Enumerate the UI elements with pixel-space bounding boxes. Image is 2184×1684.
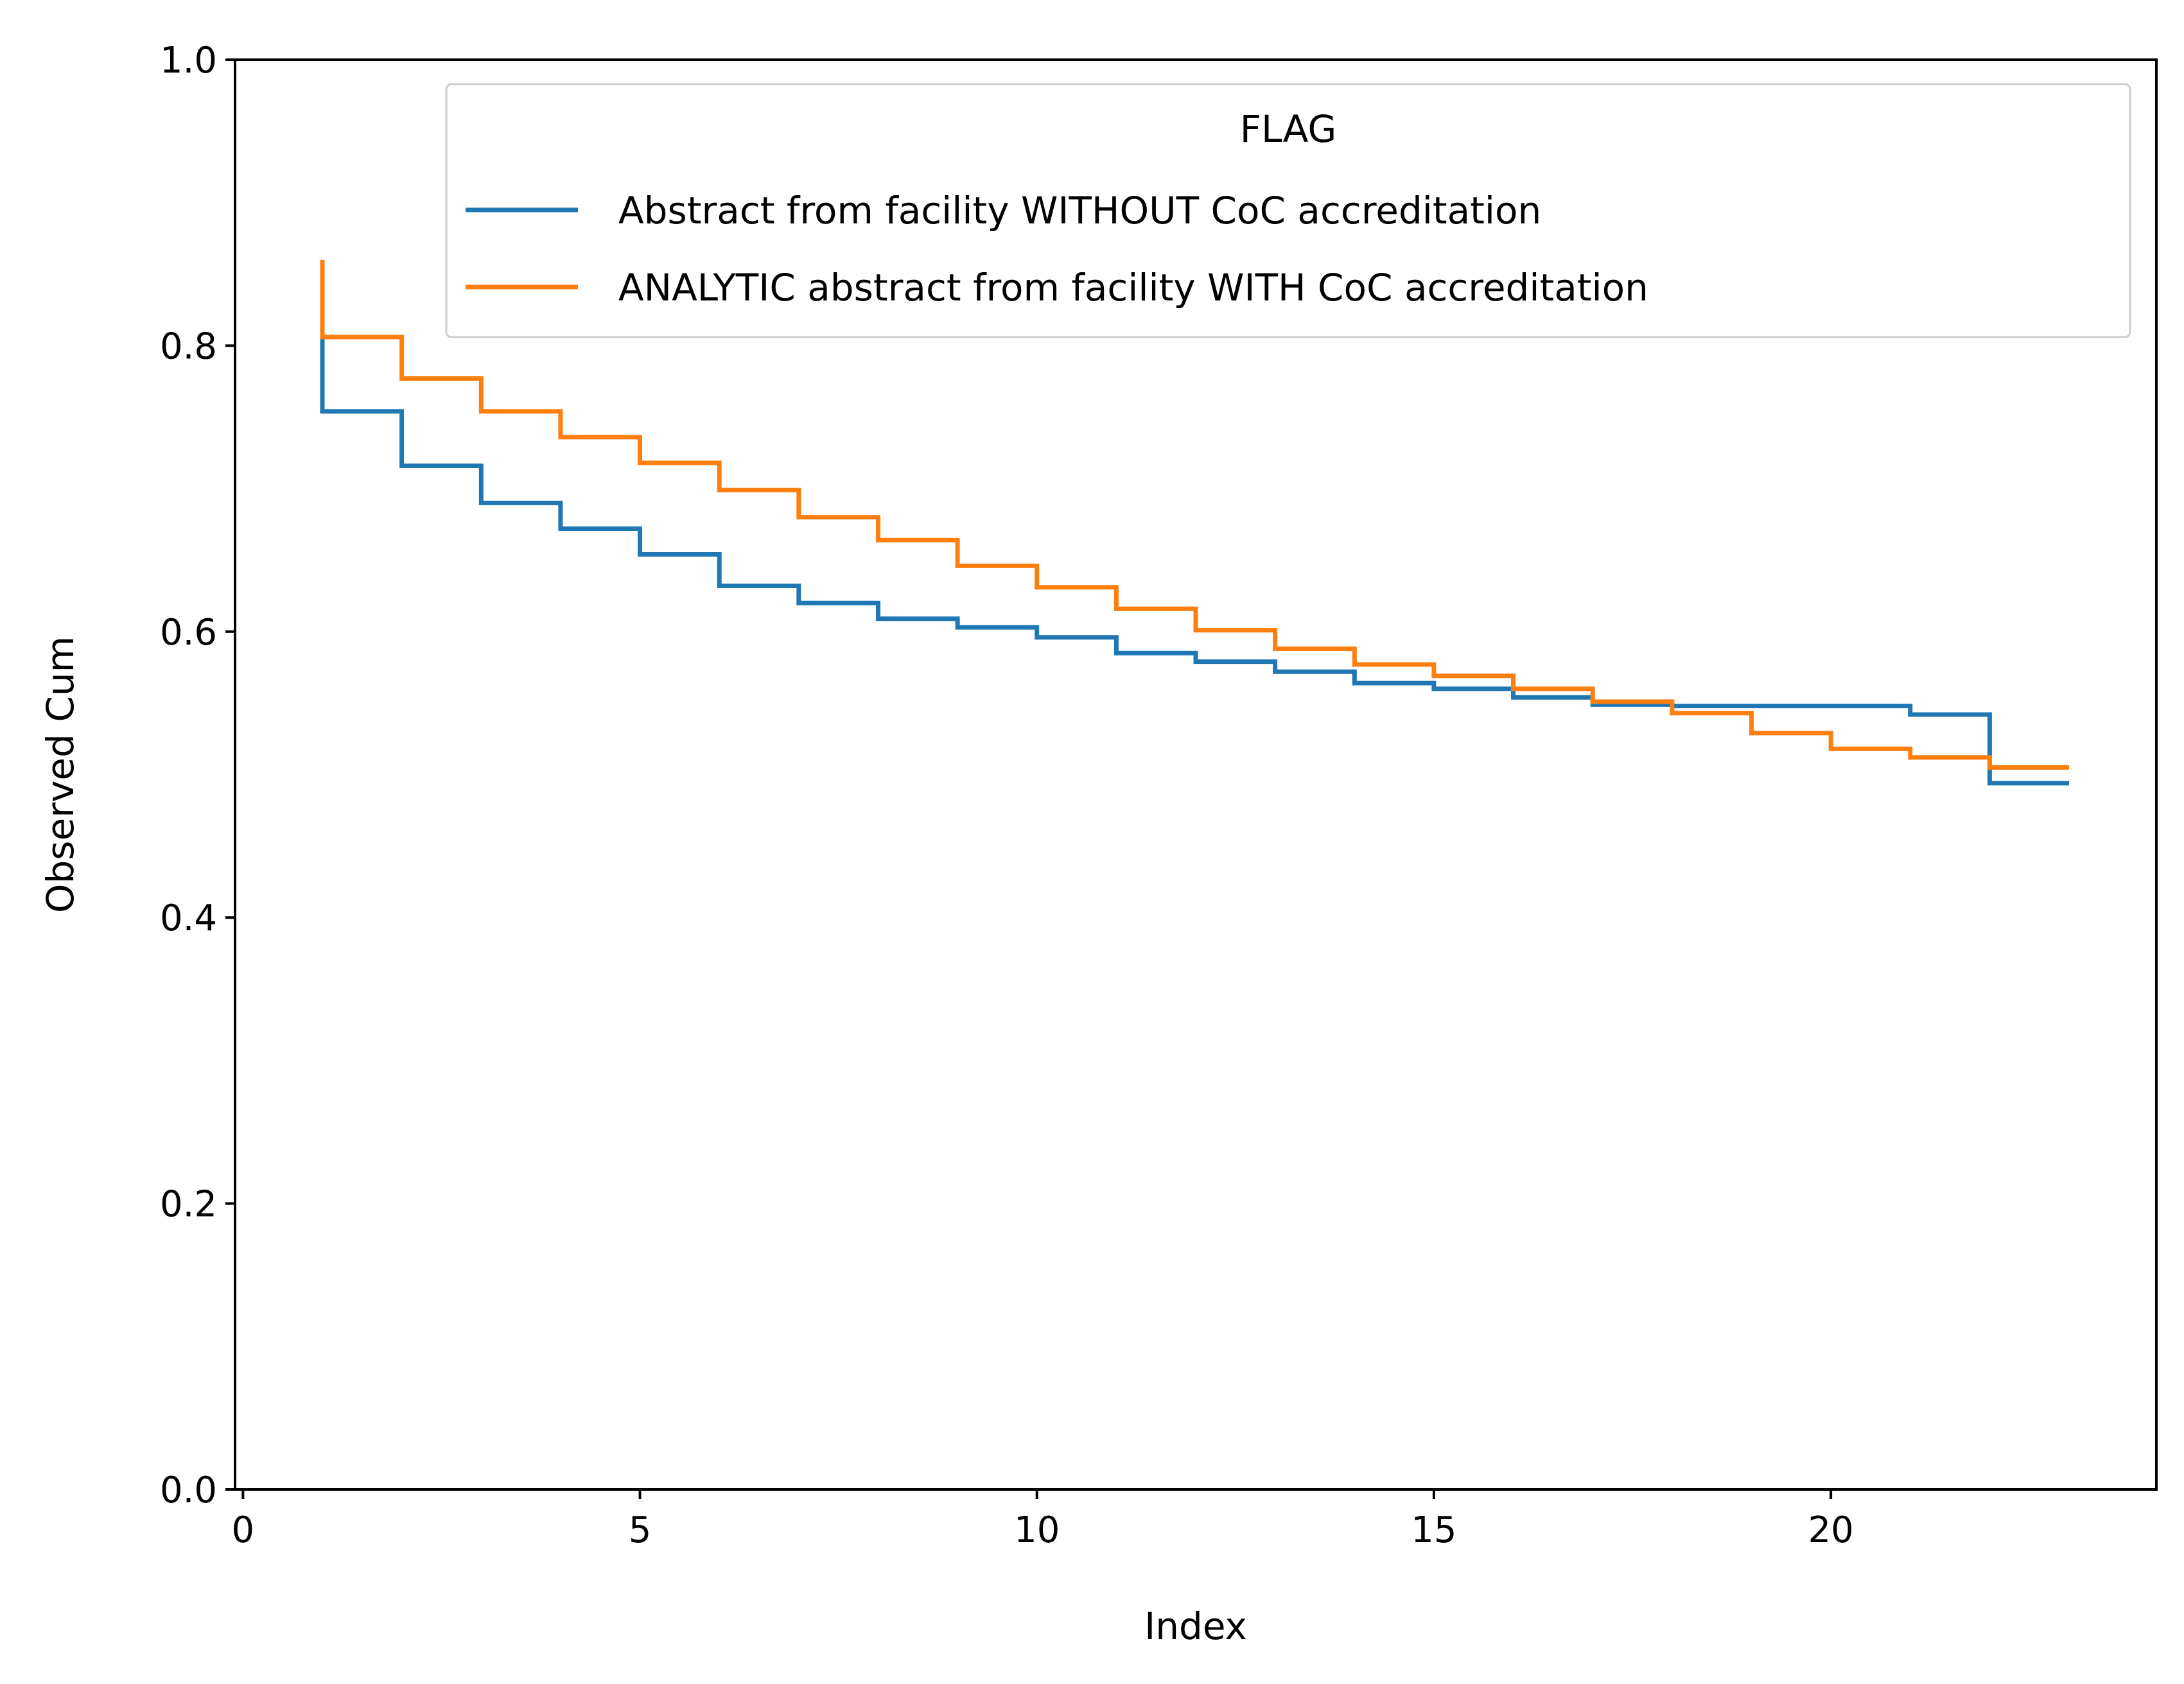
y-tick-label: 0.4	[160, 898, 217, 939]
x-tick-label: 5	[629, 1509, 652, 1551]
y-tick-label: 1.0	[160, 40, 217, 82]
legend-box	[445, 83, 2131, 338]
y-axis: 0.0 0.2 0.4 0.6 0.8 1.0	[160, 40, 235, 1511]
x-axis-label: Index	[1144, 1604, 1247, 1648]
x-tick-label: 20	[1808, 1509, 1853, 1551]
y-tick-label: 0.6	[160, 612, 217, 654]
x-tick-label: 15	[1411, 1509, 1456, 1551]
legend-entries: Abstract from facility WITHOUT CoC accre…	[466, 189, 1648, 309]
legend: FLAG Abstract from facility WITHOUT CoC …	[445, 83, 2131, 338]
plot-frame	[234, 58, 2158, 1491]
x-tick-label: 0	[232, 1509, 255, 1551]
y-tick-label: 0.8	[160, 326, 217, 367]
series-line-2	[320, 259, 2069, 770]
x-tick-label: 10	[1014, 1509, 1060, 1551]
legend-label-2: ANALYTIC abstract from facility WITH CoC…	[618, 266, 1648, 309]
y-axis-label: Observed Cum	[39, 636, 82, 913]
series-layer	[320, 259, 2069, 786]
legend-title: FLAG	[1240, 107, 1337, 151]
y-tick-label: 0.0	[160, 1470, 217, 1511]
x-axis: 0 5 10 15 20	[232, 1489, 1854, 1551]
y-tick-label: 0.2	[160, 1184, 217, 1226]
legend-label-1: Abstract from facility WITHOUT CoC accre…	[618, 189, 1541, 232]
